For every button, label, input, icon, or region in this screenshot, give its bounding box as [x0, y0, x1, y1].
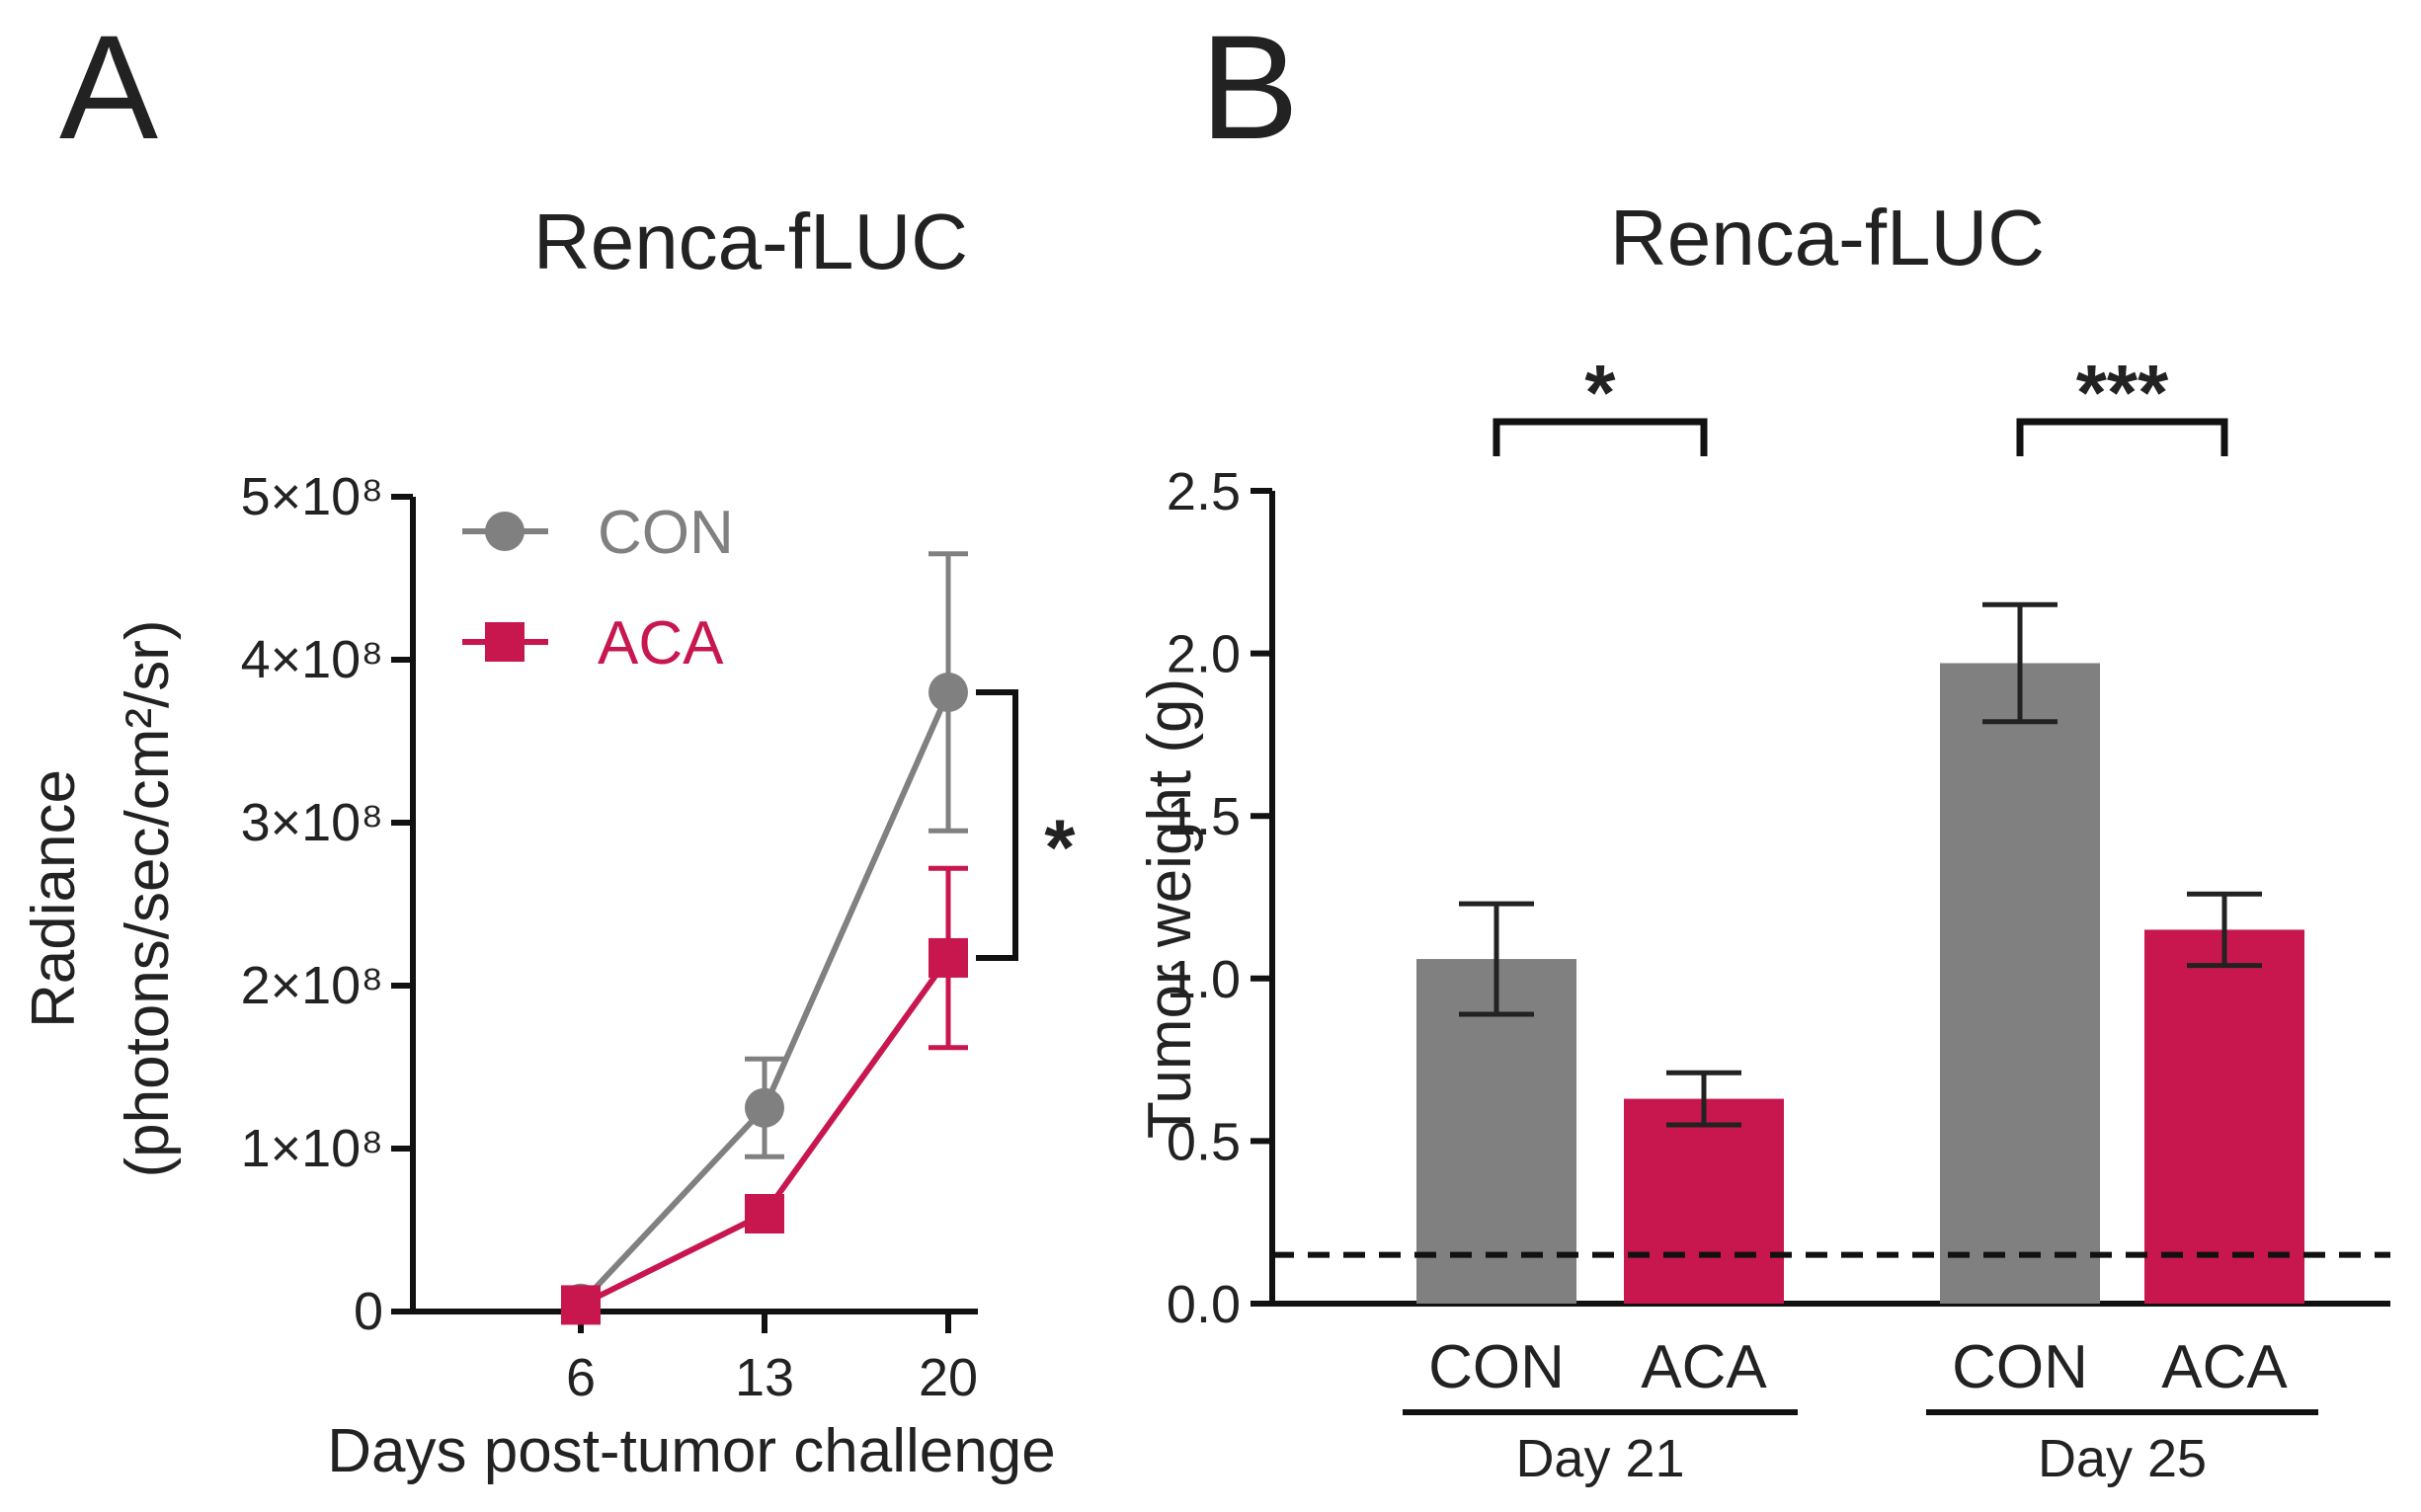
- panel-b-ytick-label: 2.5: [1167, 462, 1241, 521]
- panel-a-significance-bracket: [976, 689, 1018, 961]
- panel-a-legend-con-label: CON: [598, 499, 734, 567]
- panel-a-xtick-label: 13: [735, 1348, 794, 1407]
- panel-a-xlabel: Days post-tumor challenge: [327, 1417, 1055, 1485]
- panel-b-title: Renca-fLUC: [1610, 194, 2045, 281]
- panel-a-xtick-label: 6: [566, 1348, 596, 1407]
- panel-a-ylabel-line2: (photons/sec/cm²/sr): [114, 619, 182, 1177]
- panel-a-legend-aca-label: ACA: [598, 609, 724, 677]
- panel-a-con-marker: [928, 673, 968, 712]
- panel-b-ytick-label: 1.5: [1167, 787, 1241, 846]
- panel-a-title: Renca-fLUC: [533, 198, 968, 285]
- panel-b-group-label-day-25: Day 25: [2038, 1429, 2207, 1488]
- panel-b-ylabel: Tumor weight (g): [1136, 678, 1204, 1139]
- panel-b-bar-chart: 0.0 0.5 1.0 1.5 2.0 2.5 CON ACA Day 21 * CON ACA Day…: [1167, 349, 2390, 1488]
- panel-a-significance-label: *: [1044, 803, 1076, 891]
- panel-letter-a: A: [59, 4, 158, 170]
- panel-b-bar-day-21-aca: [1624, 1098, 1784, 1304]
- panel-b-significance-bracket-day-21: [1493, 418, 1708, 456]
- panel-a-ytick-label: 3×10⁸: [241, 793, 383, 852]
- panel-b-ytick-label: 0.5: [1167, 1112, 1241, 1171]
- panel-a-line-chart: 0 1×10⁸ 2×10⁸ 3×10⁸ 4×10⁸ 5×10⁸ 6 13 20 * CON ACA: [241, 467, 1077, 1407]
- panel-a-ytick-label: 1×10⁸: [241, 1119, 383, 1178]
- panel-b-xtick-label-day-21-con: CON: [1428, 1333, 1565, 1401]
- panel-a-con-marker: [745, 1087, 784, 1128]
- panel-a-ylabel: Radiance (photons/sec/cm²/sr): [20, 619, 182, 1177]
- panel-letter-b: B: [1200, 4, 1299, 170]
- panel-b-xtick-label-day-21-aca: ACA: [1641, 1333, 1767, 1401]
- panel-b-group-label-day-21: Day 21: [1515, 1429, 1684, 1488]
- panel-b-ytick-label: 0.0: [1167, 1275, 1241, 1334]
- panel-b-significance-bracket-day-25: [2016, 418, 2228, 456]
- panel-b-ytick-label: 1.0: [1167, 950, 1241, 1009]
- panel-a-ytick-label: 2×10⁸: [241, 956, 383, 1015]
- panel-a-aca-marker: [928, 937, 968, 978]
- panel-a-aca-marker: [745, 1194, 784, 1233]
- panel-b-xtick-label-day-25-aca: ACA: [2161, 1333, 2288, 1401]
- panel-a-legend-con-marker: [485, 512, 525, 551]
- panel-a-ytick-label: 5×10⁸: [241, 467, 383, 526]
- panel-b-ylabel-wrap: Tumor weight (g): [1136, 678, 1204, 1139]
- panel-b-ytick-label: 2.0: [1167, 625, 1241, 684]
- panel-a-aca-marker: [561, 1285, 601, 1325]
- panel-a-ylabel-line1: Radiance: [20, 769, 88, 1028]
- panel-a-legend-aca-marker: [485, 622, 525, 662]
- panel-a-xtick-label: 20: [919, 1348, 978, 1407]
- panel-a-ytick-label: 0: [354, 1282, 383, 1341]
- panel-b-bar-day-25-con: [1940, 663, 2100, 1304]
- panel-b-significance-label-day-25: ***: [2076, 349, 2169, 437]
- panel-b-bar-day-25-aca: [2144, 929, 2304, 1304]
- panel-a-ytick-label: 4×10⁸: [241, 630, 383, 689]
- panel-b-xtick-label-day-25-con: CON: [1952, 1333, 2088, 1401]
- panel-b-significance-label-day-21: *: [1584, 349, 1616, 437]
